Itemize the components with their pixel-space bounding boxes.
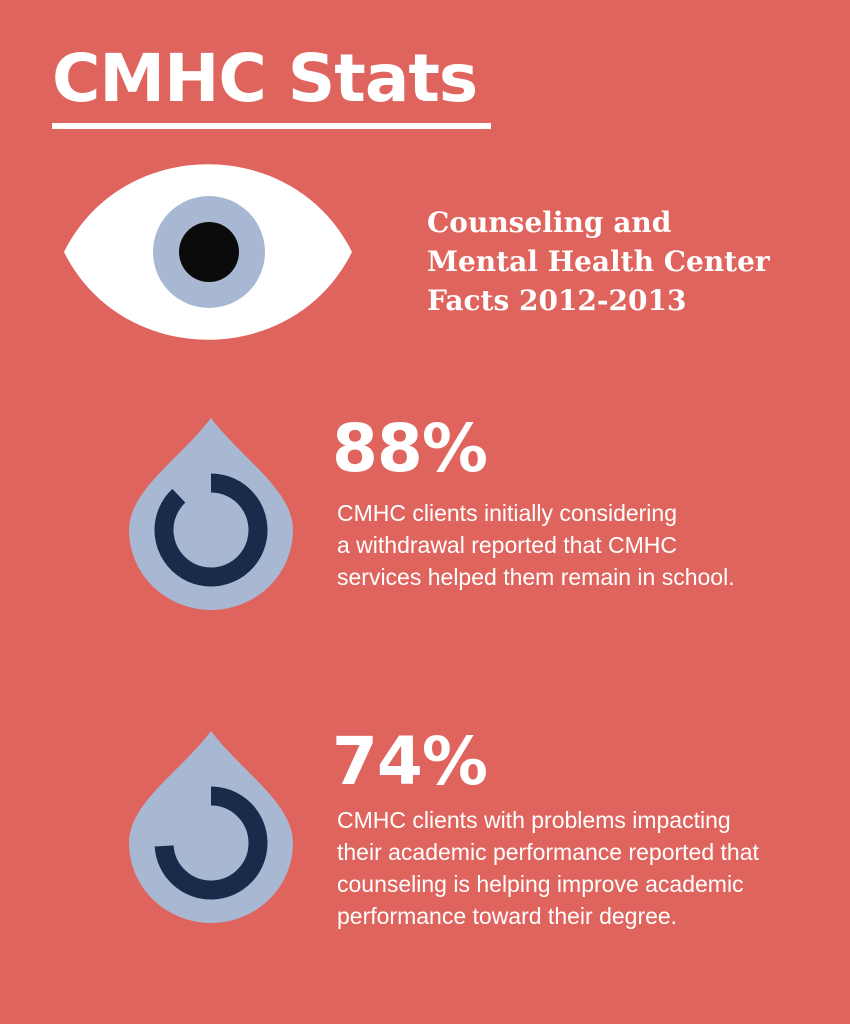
water-drop-progress-icon <box>129 731 293 923</box>
stat-value: 88% <box>332 410 488 487</box>
water-drop-progress-icon <box>129 418 293 610</box>
stat-description-line: counseling is helping improve academic <box>337 871 744 897</box>
stat-description: CMHC clients initially considering a wit… <box>337 497 735 593</box>
progress-ring-arc <box>154 786 268 900</box>
stat-description-line: their academic performance reported that <box>337 839 759 865</box>
stat-value: 74% <box>332 723 488 800</box>
eye-icon <box>64 164 352 340</box>
progress-ring-arc <box>154 473 268 587</box>
title-underline <box>52 123 491 129</box>
stat-description-line: services helped them remain in school. <box>337 564 735 590</box>
stat-description-line: performance toward their degree. <box>337 903 678 929</box>
subtitle-line: Mental Health Center <box>427 245 770 278</box>
stat-description-line: a withdrawal reported that CMHC <box>337 532 678 558</box>
subtitle: Counseling and Mental Health Center Fact… <box>427 203 770 320</box>
stat-description: CMHC clients with problems impacting the… <box>337 804 759 932</box>
stat-description-line: CMHC clients with problems impacting <box>337 807 731 833</box>
stat-description-line: CMHC clients initially considering <box>337 500 678 526</box>
eye-pupil <box>179 222 239 282</box>
subtitle-line: Counseling and <box>427 206 672 239</box>
page-title: CMHC Stats <box>52 40 478 117</box>
subtitle-line: Facts 2012-2013 <box>427 284 687 317</box>
